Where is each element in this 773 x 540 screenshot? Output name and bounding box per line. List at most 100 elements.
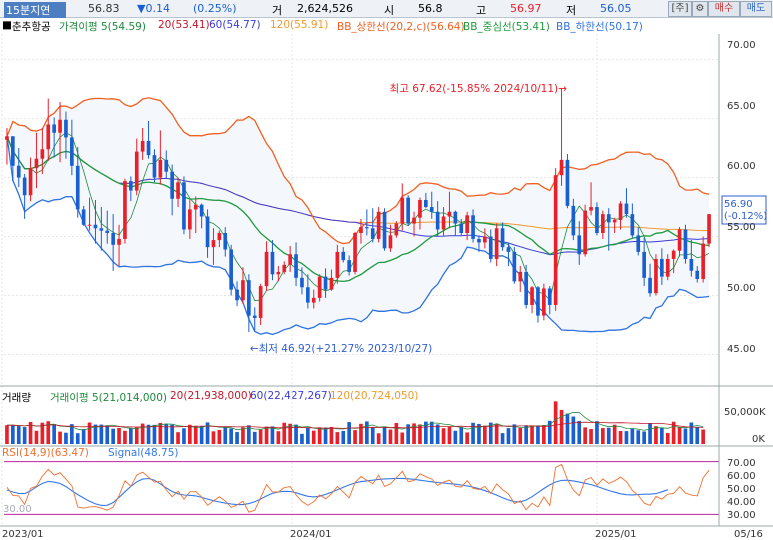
period-label[interactable]: 15분지연 [4, 2, 66, 18]
volume-bar [571, 416, 576, 444]
volume-bar [311, 430, 316, 444]
volume-bar [235, 432, 239, 444]
volume-bar [11, 425, 15, 444]
volume-bar [601, 428, 605, 444]
volume-bar [376, 433, 381, 444]
candle-body [229, 249, 233, 290]
candle-body [447, 211, 452, 217]
volume-bar [370, 427, 375, 444]
candle-body [111, 233, 115, 245]
volume-bar [400, 432, 405, 444]
volume-bar [205, 422, 210, 444]
candle-body [193, 204, 198, 210]
gear-icon[interactable]: ⚙ [692, 1, 708, 17]
volume-bar [252, 431, 257, 444]
volume-bar [500, 433, 505, 444]
volume-bar [689, 422, 694, 444]
candle-body [140, 140, 145, 152]
volume-bar [170, 424, 174, 444]
legend-signal: Signal(48.75) [108, 447, 179, 459]
candle-body [188, 209, 192, 230]
price-tick-65: 65.00 [727, 101, 756, 112]
rsi-tick-50: 50.00 [727, 484, 756, 495]
price-legend: ■ 춘추항공 가격이평 5(54.59) 20(53.41) 60(54.77)… [0, 18, 773, 33]
bb-lower-line [6, 136, 710, 336]
buy-button[interactable]: 매수 [708, 1, 740, 17]
volume-bar [40, 422, 45, 444]
price-change-pct: (0.25%) [193, 2, 237, 15]
legend-ma5: 가격이평 5(54.59) [59, 21, 146, 33]
volume-bar [158, 422, 163, 444]
candle-body [75, 165, 80, 210]
volume-bar [288, 423, 292, 444]
volume-bar [665, 433, 670, 444]
volume-bar [618, 430, 623, 444]
candle-body [170, 171, 174, 199]
candle-body [359, 227, 363, 234]
volume-bar [695, 426, 700, 444]
candle-body [28, 168, 33, 196]
candle-body [660, 258, 664, 277]
volume-bar [577, 420, 582, 444]
candle-body [294, 254, 298, 278]
volume-bars [5, 401, 705, 444]
volume-bar [217, 429, 222, 444]
candle-body [376, 211, 381, 239]
volume-bar [636, 430, 641, 444]
candle-body [677, 229, 682, 251]
candle-body [665, 258, 670, 277]
candle-body [406, 197, 410, 224]
volume-bar [559, 409, 564, 444]
volume-tick-50000: 50,000K [724, 407, 766, 418]
price-tick-45: 45.00 [727, 344, 756, 355]
candle-body [465, 215, 469, 234]
candle-body [453, 211, 458, 224]
candle-body [388, 235, 393, 249]
volume-title: 거래량 [2, 392, 31, 404]
volume-bar [683, 428, 688, 444]
stock-name: 춘추항공 [12, 21, 51, 33]
candle-body [506, 247, 511, 252]
candle-body [530, 287, 534, 305]
square-icon: ■ [2, 19, 12, 31]
candle-body [276, 271, 281, 275]
candle-body [282, 264, 287, 272]
volume-bar [247, 425, 251, 444]
candle-body [494, 228, 499, 259]
candle-body [129, 181, 133, 191]
candle-body [11, 136, 15, 166]
low-label: 저 [566, 4, 577, 17]
candle-body [52, 124, 56, 133]
volume-bar [111, 428, 115, 444]
candle-body [559, 159, 564, 176]
stock-type-button[interactable]: [주] [668, 1, 692, 17]
candle-body [22, 177, 27, 196]
candle-body [441, 216, 446, 230]
candle-body [524, 271, 528, 305]
candle-body [70, 137, 74, 166]
volume-bar [547, 420, 552, 444]
volume-bar [81, 429, 86, 444]
price-change: ▼0.14 [137, 2, 170, 15]
candle-body [471, 215, 475, 239]
volume-bar [429, 421, 434, 444]
volume-bar [477, 423, 481, 444]
volume-bar [52, 424, 56, 444]
candle-body [152, 155, 157, 178]
candle-body [642, 251, 646, 278]
candle-body [311, 297, 316, 303]
legend-vol-ma60: 60(22,427,267) [250, 390, 332, 402]
volume-bar [164, 423, 169, 444]
volume-bar [642, 431, 646, 444]
volume-bar [648, 423, 652, 444]
volume-bar [270, 426, 275, 444]
candle-body [695, 270, 700, 280]
sell-button[interactable]: 매도 [740, 1, 772, 17]
volume-bar [441, 428, 446, 444]
candle-body [412, 217, 416, 224]
volume-bar [453, 430, 458, 444]
candle-body [612, 220, 617, 223]
candle-body [300, 277, 304, 288]
candle-body [424, 199, 428, 208]
